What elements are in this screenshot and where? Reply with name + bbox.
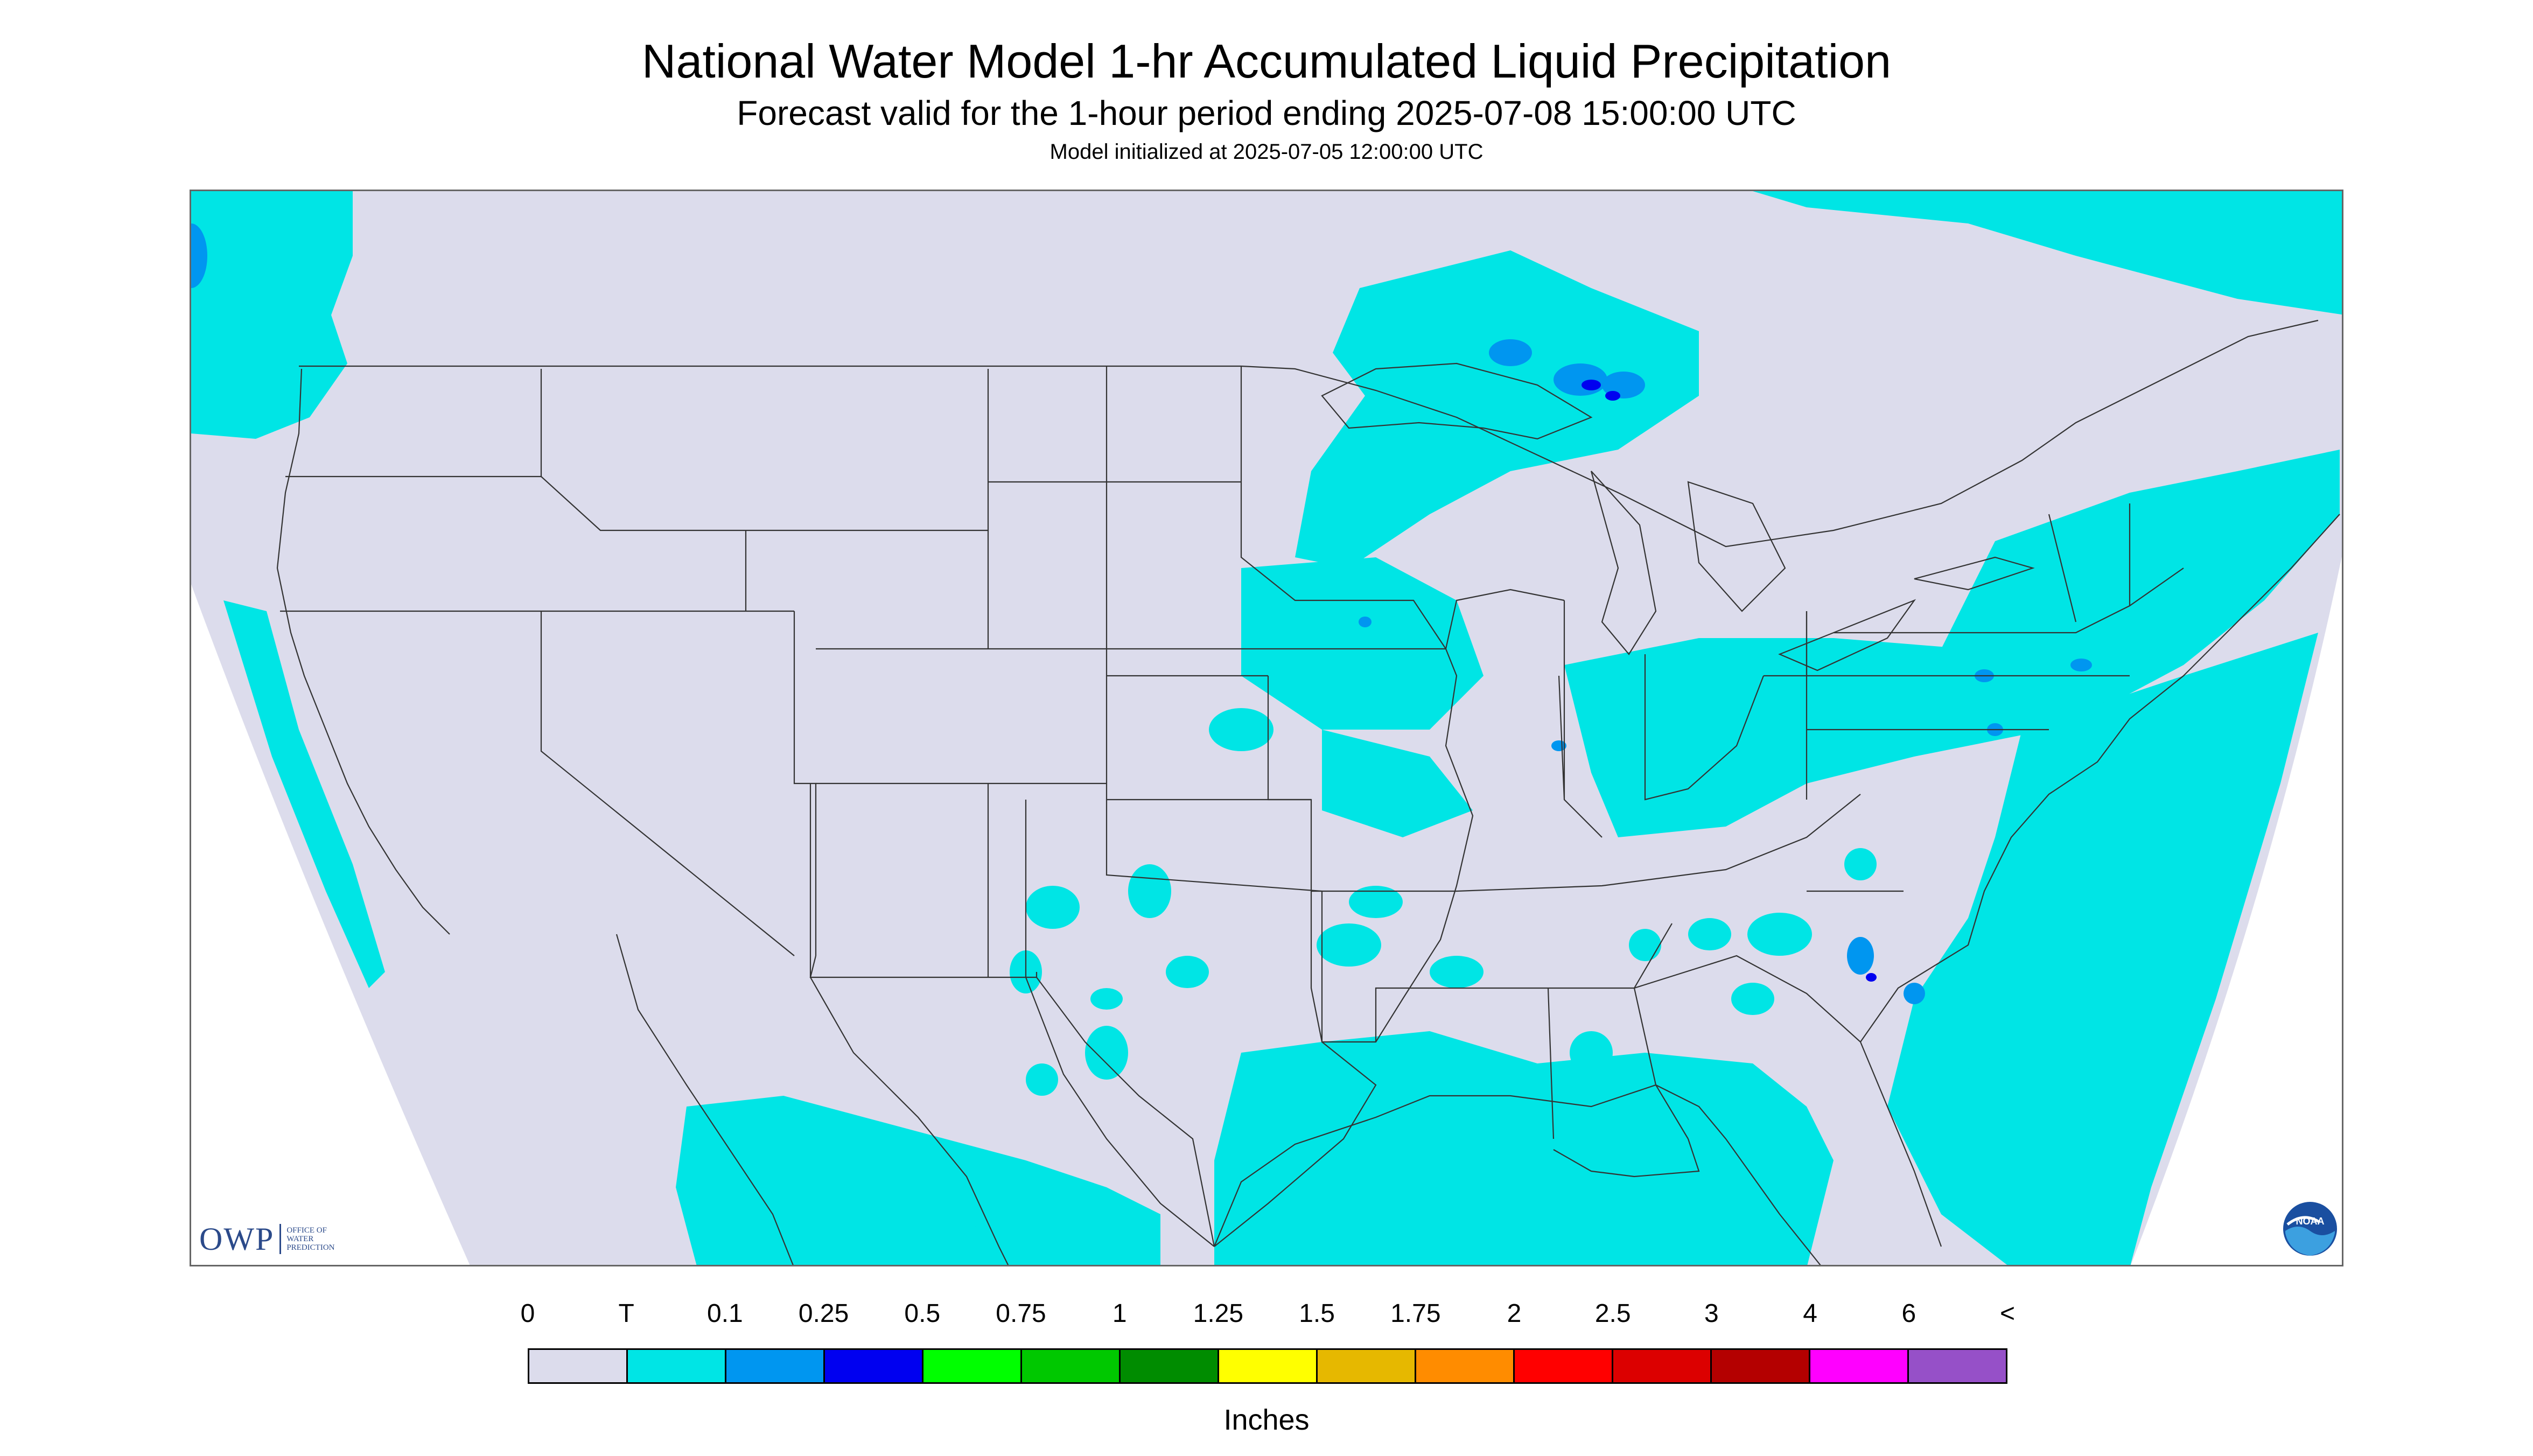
legend-label: 3 <box>1704 1299 1719 1328</box>
legend-label: 6 <box>1901 1299 1916 1328</box>
legend-label: < <box>1999 1299 2016 1328</box>
legend-label: 0 <box>520 1299 535 1328</box>
owp-logo-letters: OWP <box>199 1221 275 1257</box>
precip-area <box>1866 973 1877 982</box>
legend-label: 1 <box>1112 1299 1127 1328</box>
precip-area <box>902 1171 988 1236</box>
legend-swatch <box>1219 1350 1318 1382</box>
map-title: National Water Model 1-hr Accumulated Li… <box>641 34 1892 88</box>
legend-labels: 0 T 0.1 0.25 0.5 0.75 1 1.25 1.5 1.75 2 2.5 3 4 6 < <box>521 1299 2015 1333</box>
precip-area <box>1359 617 1372 627</box>
legend-swatch <box>1515 1350 1613 1382</box>
legend-swatch <box>1318 1350 1416 1382</box>
legend-swatch <box>825 1350 923 1382</box>
precip-area <box>1209 708 1274 751</box>
legend-swatch <box>1121 1350 1219 1382</box>
precip-area <box>1430 956 1484 988</box>
legend-swatch <box>1022 1350 1121 1382</box>
legend-label: 2 <box>1507 1299 1522 1328</box>
legend-label: 0.25 <box>798 1299 849 1328</box>
legend-swatch <box>628 1350 726 1382</box>
noaa-logo: NOAA <box>2282 1201 2338 1257</box>
legend-swatch <box>1613 1350 1712 1382</box>
legend-label: 4 <box>1803 1299 1817 1328</box>
precip-area <box>1128 864 1171 918</box>
owp-logo-text: OFFICE OF WATER PREDICTION <box>286 1226 335 1252</box>
precip-area <box>1887 633 2318 1265</box>
precipitation-map <box>190 190 2343 1266</box>
precip-area <box>1688 918 1731 950</box>
trace-precip-areas <box>191 191 2342 1265</box>
precip-area <box>1847 937 1874 975</box>
precip-area <box>1551 740 1566 751</box>
legend-swatch <box>923 1350 1022 1382</box>
legend-label: 2.5 <box>1594 1299 1631 1328</box>
legend-label: 0.1 <box>707 1299 743 1328</box>
precip-area <box>1214 1031 1834 1265</box>
noaa-logo-text: NOAA <box>2296 1216 2325 1227</box>
precip-area <box>1582 380 1601 390</box>
precip-area <box>1295 250 1699 568</box>
precip-area <box>1904 983 1925 1004</box>
legend-label: 1.5 <box>1299 1299 1335 1328</box>
legend-label: 1.75 <box>1390 1299 1441 1328</box>
precip-area <box>1747 913 1812 956</box>
legend-label: 1.25 <box>1193 1299 1244 1328</box>
owp-logo-divider <box>279 1224 282 1254</box>
legend-color-bar <box>528 1348 2007 1384</box>
precip-area <box>1941 450 2340 730</box>
moderate-precip-areas <box>1582 380 1877 982</box>
legend-swatch <box>529 1350 628 1382</box>
precip-area <box>1166 956 1209 988</box>
legend-label: 0.5 <box>904 1299 941 1328</box>
precip-area <box>1090 988 1123 1010</box>
precip-area <box>1554 363 1607 396</box>
precip-area <box>1629 929 1661 961</box>
precip-area <box>1026 886 1080 929</box>
legend-label: 0.75 <box>996 1299 1046 1328</box>
precip-area <box>853 1220 929 1263</box>
precip-area <box>1731 983 1774 1015</box>
legend-swatch <box>1416 1350 1515 1382</box>
precip-area <box>1026 1063 1058 1096</box>
precip-area <box>1564 638 2076 837</box>
legend-swatch <box>726 1350 825 1382</box>
precip-area <box>1085 1026 1128 1080</box>
precip-area <box>1753 191 2342 315</box>
precip-area <box>1844 848 1877 880</box>
precip-area <box>1605 391 1620 401</box>
legend-swatch <box>1909 1350 2006 1382</box>
state-borders <box>276 319 2340 1265</box>
precip-area <box>1322 730 1473 837</box>
precip-area <box>191 191 353 439</box>
precip-area <box>1349 886 1403 918</box>
legend-label: T <box>618 1299 634 1328</box>
precip-area <box>1570 1031 1613 1074</box>
precip-area <box>1489 339 1532 366</box>
precip-area <box>191 223 207 288</box>
legend-units: Inches <box>1223 1404 1310 1436</box>
legend-swatch <box>1810 1350 1909 1382</box>
precip-area <box>223 600 385 988</box>
legend-swatch <box>1712 1350 1810 1382</box>
precip-area <box>1936 983 2000 1069</box>
model-init-text: Model initialized at 2025-07-05 12:00:00… <box>1049 140 1484 164</box>
precip-area <box>2070 659 2092 671</box>
precip-area <box>1317 923 1381 967</box>
owp-logo: OWP OFFICE OF WATER PREDICTION <box>199 1220 351 1258</box>
forecast-valid-subtitle: Forecast valid for the 1-hour period end… <box>737 94 1796 132</box>
